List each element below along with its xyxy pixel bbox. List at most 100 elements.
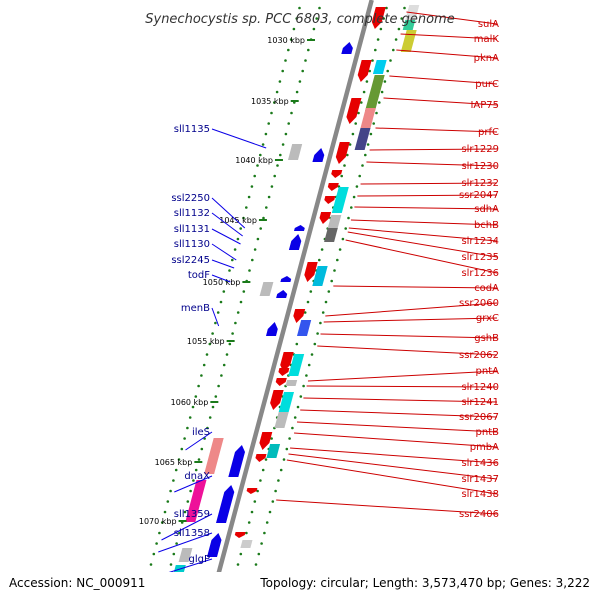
track-dot xyxy=(152,552,156,556)
track-dot xyxy=(242,290,246,293)
label-leader xyxy=(211,274,231,283)
track-dot xyxy=(279,153,282,157)
track-dot xyxy=(263,531,266,535)
label-leader xyxy=(317,345,498,356)
track-dot xyxy=(225,353,229,356)
gene-feature-block xyxy=(278,392,294,412)
gene-label-slr1234: slr1234 xyxy=(461,236,499,247)
label-leader xyxy=(325,302,498,317)
label-leader xyxy=(296,421,498,433)
track-dot xyxy=(186,426,189,430)
gene-label-sll1358: sll1358 xyxy=(174,528,210,539)
track-dot xyxy=(366,143,370,146)
track-dot xyxy=(296,405,300,409)
gene-label-slr1241: slr1241 xyxy=(461,397,499,408)
track-dot xyxy=(274,489,277,493)
track-dot xyxy=(330,279,334,283)
gene-label-sll1359: sll1359 xyxy=(174,509,210,520)
track-dot xyxy=(336,258,339,262)
tick-label: 1065 kbp xyxy=(155,458,193,467)
gene-label-slr1436: slr1436 xyxy=(461,458,499,469)
gene-label-slr1230: slr1230 xyxy=(461,161,499,172)
track-dot xyxy=(262,216,265,220)
track-dot xyxy=(304,59,307,62)
label-leader xyxy=(306,385,498,388)
track-dot xyxy=(338,248,342,251)
track-dot xyxy=(200,374,203,377)
reverse-gene-arrow xyxy=(341,42,353,54)
reverse-gene-arrow xyxy=(280,276,292,282)
track-dot xyxy=(172,552,176,556)
track-dot xyxy=(302,384,305,388)
track-dot xyxy=(386,69,390,73)
track-dot xyxy=(270,111,273,115)
track-dot xyxy=(178,531,181,535)
track-dot xyxy=(192,479,195,482)
track-dot xyxy=(380,90,384,94)
gene-feature-block xyxy=(312,266,328,286)
track-dot xyxy=(375,111,378,115)
track-dot xyxy=(319,321,322,325)
label-leader xyxy=(383,97,498,106)
forward-gene-arrow xyxy=(371,7,386,29)
label-leader xyxy=(158,532,213,553)
track-dot xyxy=(197,384,200,388)
track-dot xyxy=(295,17,299,20)
track-dot xyxy=(351,132,355,136)
track-dot xyxy=(259,479,262,482)
label-leader xyxy=(345,239,498,274)
gene-label-sdha: sdhA xyxy=(474,204,499,215)
tick-label: 1055 kbp xyxy=(187,337,225,346)
gene-label-slr1236: slr1236 xyxy=(461,268,499,279)
gene-feature-block xyxy=(285,380,298,386)
gene-label-ssl2250: ssl2250 xyxy=(171,193,210,204)
reverse-gene-arrow xyxy=(207,533,222,557)
label-leader xyxy=(211,228,241,245)
track-dot xyxy=(245,206,248,209)
track-dot xyxy=(239,552,243,556)
track-dot xyxy=(166,500,170,503)
gene-feature-block xyxy=(178,548,193,562)
track-dot xyxy=(352,195,356,199)
track-dot xyxy=(271,500,275,503)
track-dot xyxy=(256,489,259,493)
label-leader xyxy=(400,33,498,40)
track-dot xyxy=(256,164,259,167)
gene-feature-block xyxy=(185,480,207,522)
track-dot xyxy=(278,80,282,83)
track-dot xyxy=(400,17,404,20)
track-dot xyxy=(344,227,348,230)
track-dot xyxy=(155,542,158,545)
genome-axis xyxy=(209,0,374,600)
track-dot xyxy=(253,500,257,503)
track-dot xyxy=(197,458,201,461)
track-dot xyxy=(186,500,190,503)
gene-label-grxc: grxC xyxy=(476,313,499,324)
track-dot xyxy=(261,143,265,146)
gene-label-pntb: pntB xyxy=(476,427,500,438)
tick-label: 1050 kbp xyxy=(203,278,241,287)
forward-gene-arrow xyxy=(280,352,294,372)
track-dot xyxy=(270,437,273,440)
topology-label: Topology: circular; Length: 3,573,470 bp… xyxy=(259,576,590,590)
track-dot xyxy=(254,563,258,566)
tick-marks: 1030 kbp 1035 kbp 1040 kbp 1045 kbp 1050 kbp… xyxy=(123,36,315,585)
label-leader xyxy=(389,75,498,85)
reverse-gene-arrow xyxy=(216,485,235,523)
track-dot xyxy=(348,143,352,146)
track-dot xyxy=(222,290,226,293)
track-dot xyxy=(267,122,271,125)
track-dot xyxy=(228,342,232,346)
track-dot xyxy=(376,38,380,41)
tick-label: 1060 kbp xyxy=(171,398,209,407)
gene-label-sula: sulA xyxy=(478,19,499,30)
track-dot xyxy=(188,416,192,419)
track-dot xyxy=(172,479,175,482)
gene-feature-block xyxy=(402,20,416,30)
label-leader xyxy=(288,453,498,480)
label-leader xyxy=(348,227,498,242)
track-dot xyxy=(305,374,308,377)
track-dot xyxy=(239,300,243,304)
forward-gene-arrow xyxy=(246,488,258,494)
